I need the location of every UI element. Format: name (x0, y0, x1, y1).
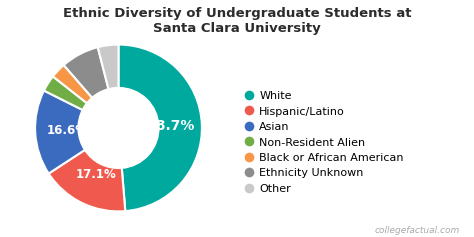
Text: 48.7%: 48.7% (146, 119, 194, 133)
Legend: White, Hispanic/Latino, Asian, Non-Resident Alien, Black or African American, Et: White, Hispanic/Latino, Asian, Non-Resid… (243, 88, 406, 196)
Text: 17.1%: 17.1% (75, 168, 116, 181)
Wedge shape (118, 45, 202, 211)
Text: Ethnic Diversity of Undergraduate Students at
Santa Clara University: Ethnic Diversity of Undergraduate Studen… (63, 7, 411, 35)
Wedge shape (64, 47, 109, 98)
Wedge shape (35, 91, 85, 173)
Text: collegefactual.com: collegefactual.com (374, 226, 460, 235)
Wedge shape (98, 45, 118, 89)
Text: 16.6%: 16.6% (46, 124, 87, 137)
Wedge shape (53, 65, 92, 103)
Wedge shape (44, 77, 87, 110)
Wedge shape (49, 150, 125, 211)
